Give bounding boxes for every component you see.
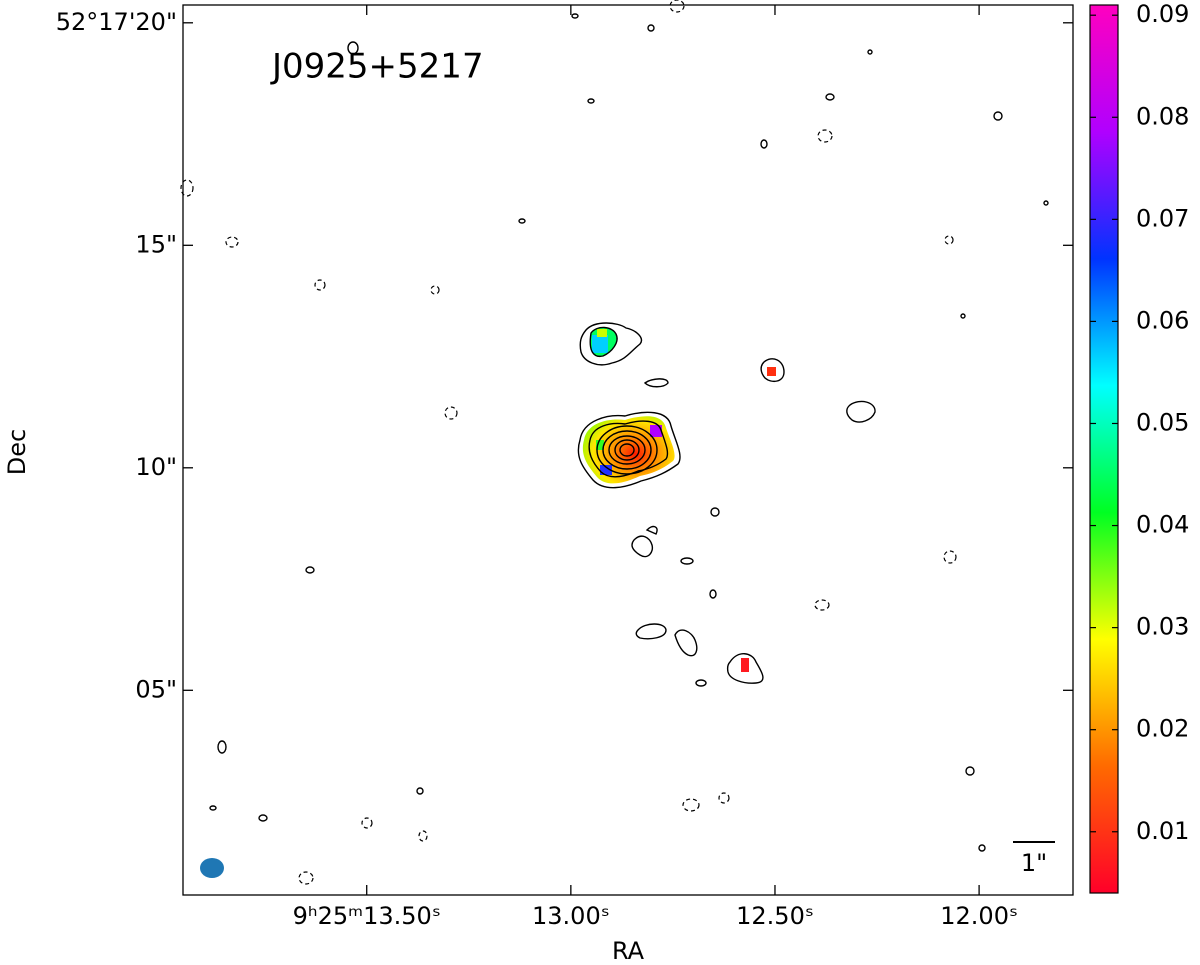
x-tick-label: 13.00ˢ [532, 902, 610, 930]
plot-frame [182, 4, 1074, 896]
title: J0925+5217 [270, 47, 484, 87]
colorbar-tick-label: 0.04 [1136, 511, 1189, 539]
colorbar-tick-label: 0.06 [1136, 306, 1189, 334]
emission-north [590, 327, 618, 357]
image-panel: 1" J0925+5217 [180, 0, 1074, 896]
colorbar-tick-label: 0.05 [1136, 408, 1189, 436]
y-tick-label: 10" [135, 453, 177, 481]
colorbar-tick-label: 0.01 [1136, 817, 1189, 845]
colorbar-tick-label: 0.02 [1136, 715, 1189, 743]
beam [200, 858, 224, 878]
y-axis-label: Dec [3, 429, 31, 475]
colorbar-frame [1089, 4, 1119, 894]
colorbar-tick-label: 0.03 [1136, 613, 1189, 641]
x-axis-label: RA [612, 937, 645, 965]
colorbar-tick-label: 0.07 [1136, 204, 1189, 232]
colorbar-tick-label: 0.08 [1136, 102, 1189, 130]
y-tick-label: 52°17'20" [56, 8, 177, 36]
x-tick-label: 12.50ˢ [736, 902, 814, 930]
colorbar-tick-label: 0.09 [1136, 0, 1189, 28]
y-tick-label: 05" [135, 675, 177, 703]
negative-contours [180, 0, 957, 885]
emission-patch [741, 658, 749, 672]
contours [209, 13, 1049, 852]
colorbar [1090, 5, 1118, 893]
x-tick-label: 9ʰ25ᵐ13.50ˢ [293, 902, 441, 930]
scale-bar-label: 1" [1021, 849, 1047, 877]
emission-patch [767, 367, 776, 376]
y-tick-label: 15" [135, 230, 177, 258]
x-tick-label: 12.00ˢ [940, 902, 1018, 930]
